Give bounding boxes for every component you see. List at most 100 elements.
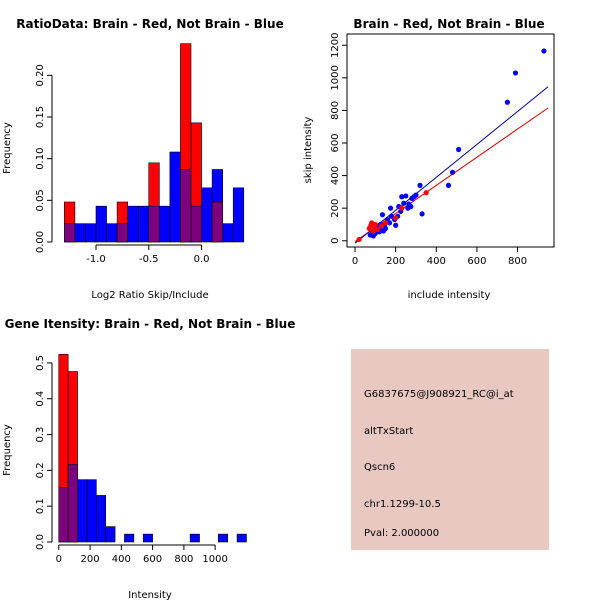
intensity-bar-not-brain xyxy=(236,533,247,543)
ratio-histogram-ylabel: Frequency xyxy=(2,122,13,174)
gene-symbol: Qscn6 xyxy=(364,462,395,473)
ratio-bar-not-brain xyxy=(137,205,150,243)
scatter-x-tick-label: 200 xyxy=(386,256,405,267)
ratio-y-tick-label: 0.05 xyxy=(35,189,46,211)
ratio-y-tick-label: 0.10 xyxy=(35,148,46,170)
intensity-x-tick-label: 1000 xyxy=(202,554,227,565)
scatter-points xyxy=(356,48,547,243)
intensity-x-tick-label: 800 xyxy=(174,554,193,565)
ratio-y-tick-label: 0.15 xyxy=(35,106,46,128)
not-brain-point xyxy=(393,222,399,228)
brain-point xyxy=(356,236,362,243)
intensity-y-tick-label: 0.1 xyxy=(35,498,46,514)
intensity-bar-not-brain xyxy=(86,479,97,543)
not-brain-fit-line xyxy=(354,86,549,244)
ratio-bar-not-brain xyxy=(127,205,139,243)
intensity-bar-not-brain xyxy=(105,526,116,543)
ratio-bar-not-brain xyxy=(95,205,107,243)
not-brain-point xyxy=(379,212,386,218)
not-brain-point xyxy=(541,48,547,54)
intensity-y-tick-label: 0.2 xyxy=(35,462,46,478)
brain-point xyxy=(370,228,376,234)
not-brain-point xyxy=(512,70,519,76)
intensity-y-tick-label: 0.4 xyxy=(35,391,46,407)
not-brain-point xyxy=(417,182,423,188)
locus: chr1.1299-10.5 xyxy=(364,499,441,510)
scatter-y-tick-label: 1000 xyxy=(330,65,341,90)
scatter-y-tick-label: 200 xyxy=(330,199,341,218)
ratio-y-tick-label: 0.20 xyxy=(35,64,46,86)
intensity-x-tick-label: 0 xyxy=(56,554,62,565)
ratio-bar-not-brain xyxy=(169,151,181,243)
brain-point xyxy=(393,215,399,221)
ratio-bar-not-brain xyxy=(232,187,245,243)
scatter-fit-lines xyxy=(354,86,549,244)
brain-point xyxy=(423,190,429,196)
intensity-scatter: Brain - Red, Not Brain - Blue include in… xyxy=(303,17,555,301)
scatter-plot-box xyxy=(346,33,555,248)
ratio-histogram-title: RatioData: Brain - Red, Not Brain - Blue xyxy=(16,17,283,31)
not-brain-point xyxy=(419,211,425,217)
scatter-x-tick-label: 400 xyxy=(427,256,446,267)
intensity-histogram-ylabel: Frequency xyxy=(2,424,13,476)
scatter-y-tick-label: 600 xyxy=(330,133,341,152)
info-panel: G6837675@J908921_RC@i_at altTxStart Qscn… xyxy=(351,349,549,550)
scatter-y-tick-label: 400 xyxy=(330,166,341,185)
ratio-histogram-bars xyxy=(64,43,245,243)
ratio-bar-not-brain xyxy=(74,223,86,243)
scatter-y-tick-label: 800 xyxy=(330,101,341,120)
not-brain-point xyxy=(386,220,393,226)
scatter-x-tick-label: 0 xyxy=(352,256,358,267)
not-brain-point xyxy=(449,169,456,175)
not-brain-point xyxy=(456,146,462,153)
intensity-bar-overlap xyxy=(67,463,78,543)
ratio-bar-not-brain xyxy=(85,223,97,243)
scatter-title: Brain - Red, Not Brain - Blue xyxy=(353,17,544,31)
scatter-axes: 0 200 400 600 800 0 200 400 600 800 1000 1200 xyxy=(330,33,555,267)
not-brain-point xyxy=(408,203,414,210)
intensity-histogram-xlabel: Intensity xyxy=(128,590,172,600)
ratio-histogram-xlabel: Log2 Ratio Skip/Include xyxy=(91,290,208,301)
scatter-y-tick-label: 1200 xyxy=(330,33,341,58)
brain-point xyxy=(372,221,378,228)
intensity-histogram-bars xyxy=(58,354,247,543)
scatter-ylabel: skip intensity xyxy=(303,117,314,184)
not-brain-point xyxy=(399,194,405,200)
scatter-y-tick-label: 0 xyxy=(330,238,341,244)
ratio-bar-overlap xyxy=(211,201,223,243)
ratio-bar-overlap xyxy=(190,205,202,243)
event-type: altTxStart xyxy=(364,426,413,437)
not-brain-point xyxy=(445,182,452,188)
ratio-histogram: RatioData: Brain - Red, Not Brain - Blue… xyxy=(2,17,284,301)
not-brain-point xyxy=(382,225,389,232)
ratio-bar-not-brain xyxy=(201,187,213,243)
not-brain-point xyxy=(413,192,419,198)
info-panel-background xyxy=(351,349,549,550)
intensity-bar-not-brain xyxy=(77,479,88,543)
not-brain-point xyxy=(401,200,407,206)
intensity-bar-not-brain xyxy=(96,495,106,543)
ratio-bar-not-brain xyxy=(159,205,171,243)
intensity-histogram: Gene Itensity: Brain - Red, Not Brain - … xyxy=(2,317,295,600)
not-brain-point xyxy=(504,99,510,105)
brain-point xyxy=(382,220,389,226)
intensity-y-tick-label: 0.5 xyxy=(35,355,46,371)
intensity-histogram-axes: 0 200 400 600 800 1000 0.0 0.1 0.2 0.3 0.4 0.5 xyxy=(35,355,228,565)
intensity-x-tick-label: 200 xyxy=(81,554,100,565)
intensity-x-tick-label: 600 xyxy=(143,554,162,565)
brain-point xyxy=(374,226,380,232)
intensity-x-tick-label: 400 xyxy=(112,554,131,565)
scatter-x-tick-label: 600 xyxy=(467,256,486,267)
intensity-y-tick-label: 0.3 xyxy=(35,427,46,443)
probe-id: G6837675@J908921_RC@i_at xyxy=(364,389,514,400)
ratio-x-tick-label: 0.0 xyxy=(194,254,210,265)
ratio-bar-overlap xyxy=(116,223,128,243)
intensity-bar-not-brain xyxy=(217,533,228,543)
ratio-bar-overlap xyxy=(64,223,76,243)
not-brain-point xyxy=(388,213,395,219)
ratio-bar-overlap xyxy=(148,205,160,243)
ratio-histogram-axes: -1.0 -0.5 0.0 0.00 0.05 0.10 0.15 0.20 xyxy=(35,64,210,265)
scatter-x-tick-label: 800 xyxy=(508,256,527,267)
scatter-xlabel: include intensity xyxy=(408,290,491,301)
